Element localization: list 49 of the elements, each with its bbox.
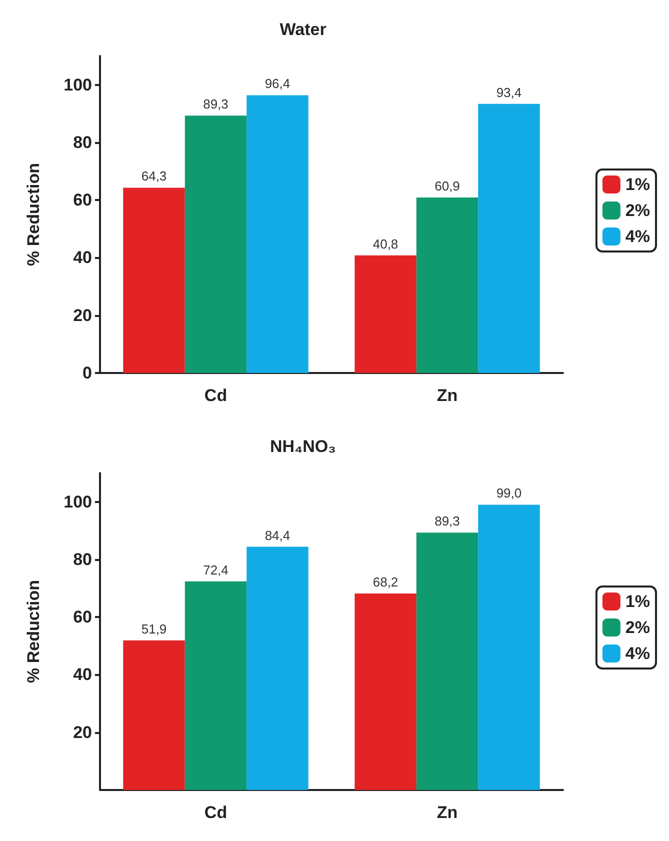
legend-label: 4% (625, 644, 650, 663)
bar (123, 188, 185, 373)
legend-label: 4% (625, 227, 650, 246)
bar (416, 197, 478, 373)
x-tick-label: Zn (436, 803, 458, 822)
bar (246, 95, 308, 373)
x-tick-label: Cd (204, 386, 228, 405)
data-label: 84,4 (264, 528, 290, 543)
data-label: 89,3 (203, 96, 228, 112)
y-tick-label: 20 (73, 306, 92, 325)
bar (184, 581, 247, 790)
bar (246, 546, 308, 790)
data-label: 89,3 (434, 514, 460, 529)
bar (184, 116, 247, 373)
y-tick-label: 0 (82, 364, 92, 382)
x-tick-label: Cd (204, 803, 228, 822)
y-tick-label: 80 (73, 132, 92, 152)
y-tick-label: 60 (73, 190, 92, 210)
data-label: 93,4 (496, 84, 522, 100)
y-tick-label: 80 (73, 550, 92, 569)
legend-label: 1% (625, 175, 650, 194)
chart-title: NH₄NO₃ (270, 437, 336, 456)
y-tick-label: 20 (73, 722, 92, 742)
bar (416, 532, 478, 790)
bar (478, 504, 540, 790)
x-tick-label: Zn (436, 386, 458, 405)
data-label: 60,9 (434, 178, 460, 194)
data-label: 51,9 (141, 621, 167, 636)
y-axis-title: % Reduction (24, 580, 43, 683)
y-axis-title: % Reduction (24, 163, 43, 266)
bar (354, 255, 416, 373)
bar (354, 593, 416, 790)
data-label: 72,4 (203, 562, 228, 578)
y-tick-label: 40 (73, 665, 92, 684)
legend-label: 2% (625, 618, 650, 637)
bar (478, 104, 540, 373)
legend-label: 1% (625, 592, 650, 611)
y-tick-label: 40 (73, 248, 92, 268)
data-label: 40,8 (372, 236, 398, 252)
data-label: 64,3 (141, 168, 167, 184)
data-label: 96,4 (264, 76, 290, 92)
chart-title: Water (280, 20, 327, 39)
data-label: 99,0 (496, 486, 522, 501)
y-tick-label: 100 (64, 492, 92, 512)
bar (123, 640, 185, 790)
y-tick-label: 100 (64, 75, 92, 94)
legend-label: 2% (625, 201, 650, 220)
y-tick-label: 60 (73, 608, 92, 627)
data-label: 68,2 (372, 574, 398, 590)
